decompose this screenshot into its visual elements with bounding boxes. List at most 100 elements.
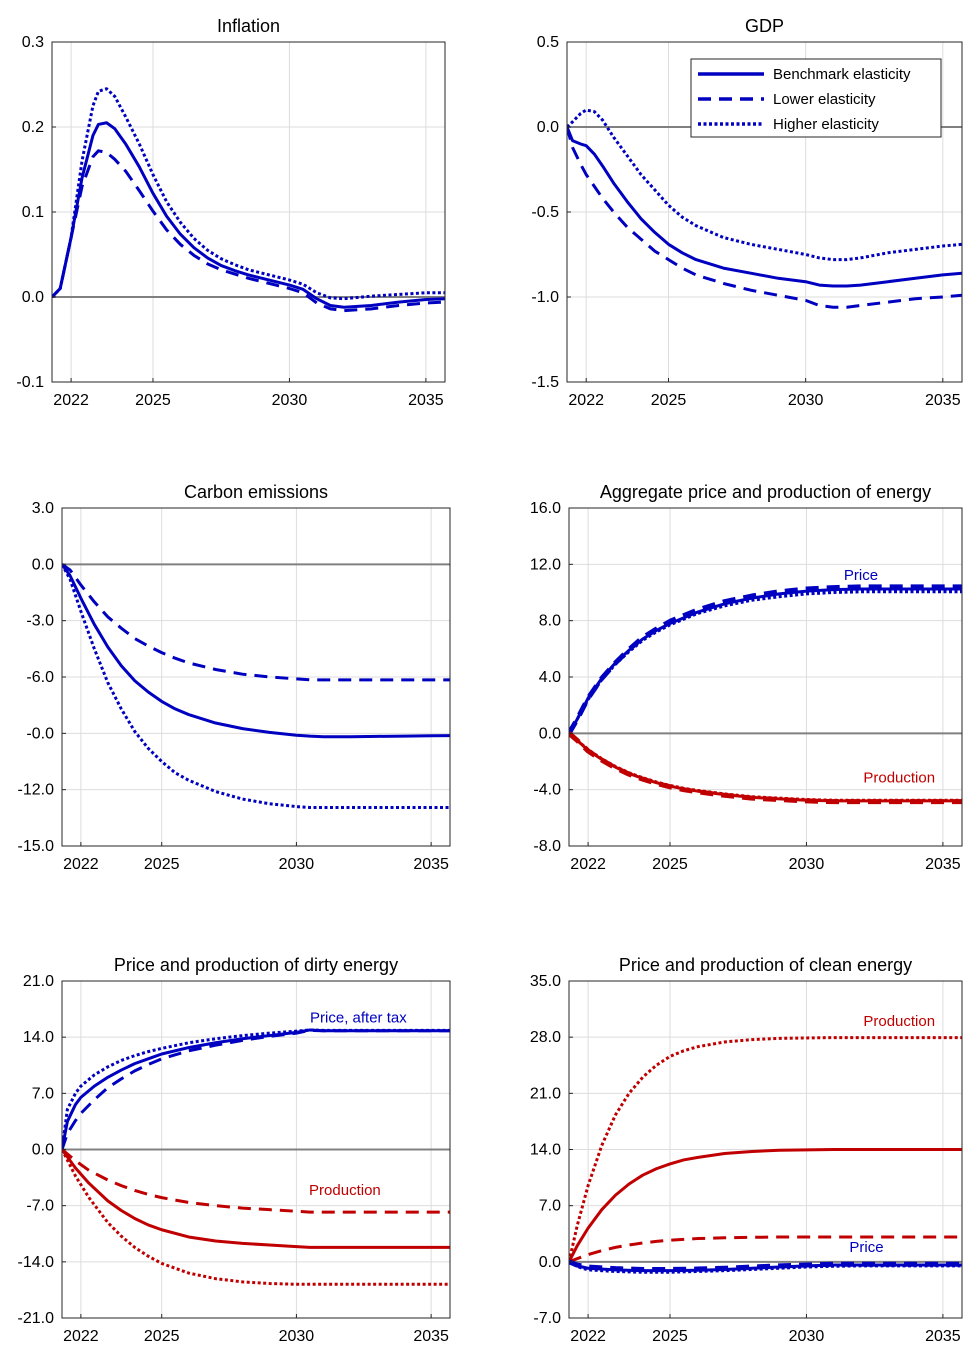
chart-panel-aggregate-energy: 2022 2025 2030 2035 -8.0 -4.0 0.0 4.0 8.0 12.0 16.…: [530, 482, 963, 873]
series-line-blue-solid: [62, 563, 450, 739]
x-tick-label: 2035: [413, 856, 449, 873]
x-tick-label: 2025: [135, 392, 171, 409]
series-line-blue-dashed: [569, 584, 962, 735]
x-tick-label: 2025: [652, 1328, 688, 1345]
chart-title: Inflation: [217, 16, 280, 36]
y-tick-label: -4.0: [533, 782, 561, 799]
chart-panel-carbon: 2022 2025 2030 2035 -15.0 -12.0 -0.0 -6.0 -3.0 0.…: [18, 482, 451, 873]
y-tick-label: -15.0: [18, 838, 55, 855]
series-line-blue-dashed: [567, 126, 962, 309]
annotation-label: Production: [863, 1013, 935, 1030]
x-tick-label: 2022: [63, 856, 99, 873]
y-tick-label: 14.0: [23, 1029, 54, 1046]
series-line-red-solid: [62, 1148, 450, 1249]
y-tick-label: 0.0: [539, 1254, 561, 1271]
chart-panel-inflation: 2022 2025 2030 2035 -0.1 0.0 0.1 0.2 0.3 Inflatio…: [16, 16, 446, 409]
y-tick-label: 16.0: [530, 500, 561, 517]
chart-panel-dirty-energy: 2022 2025 2030 2035 -21.0 -14.0 -7.0 0.0 7.0 14.0…: [18, 955, 451, 1345]
series-line-red-dashed: [62, 1148, 450, 1214]
y-tick-label: 0.5: [537, 34, 559, 51]
x-tick-label: 2030: [272, 392, 308, 409]
y-tick-label: -8.0: [533, 838, 561, 855]
y-tick-label: 0.0: [537, 119, 559, 136]
x-tick-label: 2025: [144, 1328, 180, 1345]
x-tick-label: 2030: [789, 1328, 825, 1345]
x-tick-label: 2030: [789, 856, 825, 873]
y-tick-label: 3.0: [32, 500, 54, 517]
annotation-label: Production: [309, 1182, 381, 1199]
chart-panel-clean-energy: 2022 2025 2030 2035 -7.0 0.0 7.0 14.0 21.0 28.0 35…: [530, 955, 963, 1345]
series-line-blue-dotted: [567, 108, 962, 262]
y-tick-label: 0.3: [22, 34, 44, 51]
x-tick-label: 2025: [652, 856, 688, 873]
y-tick-label: 28.0: [530, 1029, 561, 1046]
y-tick-label: 12.0: [530, 556, 561, 573]
y-tick-label: 4.0: [539, 669, 561, 686]
y-tick-label: -1.5: [531, 374, 559, 391]
x-tick-label: 2022: [53, 392, 89, 409]
series-line-blue-dashed: [62, 563, 450, 682]
y-tick-label: -3.0: [26, 613, 54, 630]
x-tick-label: 2030: [279, 1328, 315, 1345]
series-line-blue-solid: [567, 126, 962, 288]
annotation-label: Price: [844, 567, 878, 584]
y-tick-label: -21.0: [18, 1310, 55, 1327]
y-tick-label: -7.0: [533, 1310, 561, 1327]
series-line-red-dotted: [569, 1036, 962, 1263]
y-tick-label: -1.0: [531, 289, 559, 306]
x-tick-label: 2022: [568, 392, 604, 409]
chart-title: Aggregate price and production of energy: [600, 482, 931, 502]
y-tick-label: 0.0: [22, 289, 44, 306]
y-tick-label: 0.2: [22, 119, 44, 136]
y-tick-label: -14.0: [18, 1254, 55, 1271]
x-tick-label: 2035: [925, 1328, 961, 1345]
series-line-red-dotted: [62, 1148, 450, 1286]
series-line-blue-dotted: [569, 590, 962, 735]
x-tick-label: 2030: [788, 392, 824, 409]
legend-label: Higher elasticity: [773, 116, 879, 133]
series-line-red-solid: [569, 1148, 962, 1263]
x-tick-label: 2035: [408, 392, 444, 409]
y-tick-label: -0.1: [16, 374, 44, 391]
x-tick-label: 2030: [279, 856, 315, 873]
chart-title: Price and production of clean energy: [619, 955, 912, 975]
series-line-blue-dashed: [52, 149, 445, 313]
series-line-blue-dotted: [52, 87, 445, 301]
x-tick-label: 2035: [413, 1328, 449, 1345]
y-tick-label: 0.0: [32, 556, 54, 573]
x-tick-label: 2022: [570, 856, 606, 873]
chart-title: GDP: [745, 16, 784, 36]
y-tick-label: 0.1: [22, 204, 44, 221]
legend: Benchmark elasticity Lower elasticity High…: [690, 58, 942, 138]
annotation-label: Price: [849, 1239, 883, 1256]
chart-panel-gdp: 2022 2025 2030 2035 -1.5 -1.0 -0.5 0.0 0.5 GDP Ben…: [531, 16, 963, 409]
series-line-blue-dotted: [62, 563, 450, 810]
series-line-blue-dotted: [62, 1028, 450, 1150]
series-line-blue-dotted: [569, 1260, 962, 1274]
x-tick-label: 2025: [144, 856, 180, 873]
y-tick-label: 14.0: [530, 1142, 561, 1159]
x-tick-label: 2022: [63, 1328, 99, 1345]
y-tick-label: 7.0: [539, 1198, 561, 1215]
chart-title: Carbon emissions: [184, 482, 328, 502]
y-tick-label: 21.0: [530, 1085, 561, 1102]
chart-title: Price and production of dirty energy: [114, 955, 398, 975]
y-tick-label: -6.0: [26, 669, 54, 686]
series-line-blue-solid: [52, 121, 445, 309]
x-tick-label: 2022: [570, 1328, 606, 1345]
x-tick-label: 2035: [925, 856, 961, 873]
legend-label: Benchmark elasticity: [773, 66, 911, 83]
y-tick-label: 21.0: [23, 973, 54, 990]
annotation-label: Production: [863, 770, 935, 787]
y-tick-label: 0.0: [32, 1142, 54, 1159]
series-line-red-dashed: [569, 1235, 962, 1264]
y-tick-label: 7.0: [32, 1085, 54, 1102]
y-tick-label: -0.5: [531, 204, 559, 221]
series-line-blue-dashed: [62, 1028, 450, 1150]
y-tick-label: 8.0: [539, 613, 561, 630]
x-tick-label: 2025: [651, 392, 687, 409]
y-tick-label: -7.0: [26, 1198, 54, 1215]
y-tick-label: -0.0: [26, 725, 54, 742]
y-tick-label: 35.0: [530, 973, 561, 990]
